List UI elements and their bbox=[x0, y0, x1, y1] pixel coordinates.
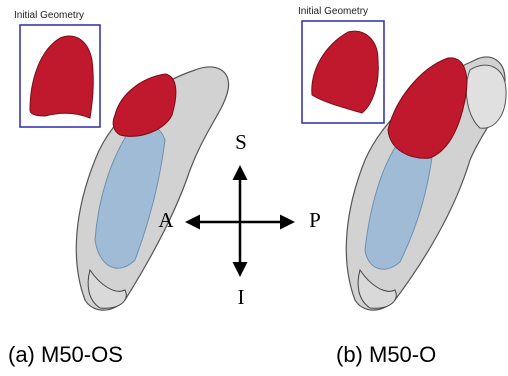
direction-label: P bbox=[309, 208, 321, 232]
caption: (a) M50-OS bbox=[8, 342, 123, 367]
caption: (b) M50-O bbox=[336, 342, 436, 367]
direction-label: I bbox=[238, 285, 245, 309]
compass bbox=[188, 168, 292, 274]
direction-label: S bbox=[235, 130, 247, 154]
inset-label: Initial Geometry bbox=[298, 6, 368, 17]
inset-label: Initial Geometry bbox=[14, 10, 84, 21]
direction-label: A bbox=[158, 208, 174, 232]
figure: Initial Geometry Initial Geometry S I A … bbox=[0, 0, 508, 376]
